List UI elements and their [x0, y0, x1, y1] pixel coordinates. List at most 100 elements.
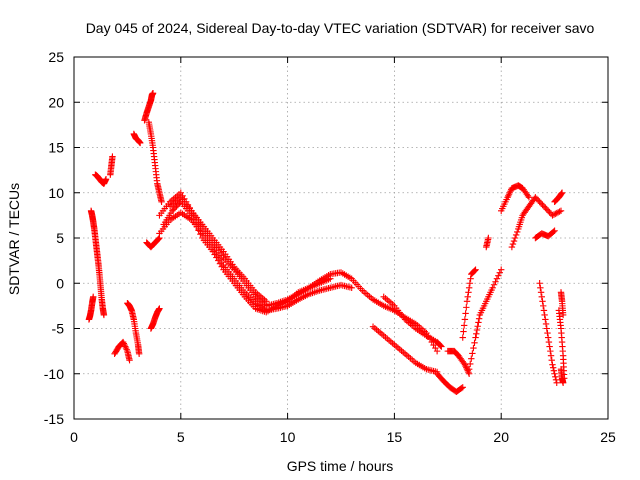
- data-point: [539, 201, 546, 209]
- grid-lines: [74, 57, 608, 419]
- data-point: [540, 302, 547, 310]
- series-track-k: [147, 305, 163, 332]
- data-point: [462, 310, 469, 317]
- data-point: [496, 269, 503, 276]
- x-tick-label: 15: [387, 429, 403, 445]
- data-point: [537, 284, 544, 291]
- data-point: [551, 370, 558, 377]
- data-point: [459, 384, 466, 391]
- data-point: [552, 210, 559, 218]
- axis-ticks: [73, 56, 609, 420]
- data-point: [535, 197, 542, 204]
- data-point: [542, 320, 550, 328]
- data-point: [469, 350, 476, 357]
- data-point: [475, 319, 482, 326]
- data-point: [463, 298, 471, 305]
- data-point: [524, 192, 532, 199]
- data-point: [559, 311, 567, 319]
- data-point: [506, 189, 513, 196]
- data-point: [540, 203, 548, 210]
- data-point: [511, 234, 519, 242]
- data-point: [498, 266, 505, 273]
- data-point: [195, 227, 202, 234]
- data-point: [263, 298, 270, 305]
- series-track-b: [87, 207, 108, 319]
- data-point: [546, 209, 553, 216]
- y-tick-label: -15: [44, 411, 64, 427]
- data-point: [190, 215, 197, 223]
- data-point: [102, 175, 110, 183]
- data-point: [552, 376, 560, 383]
- series-track-main-1: [156, 189, 441, 355]
- data-point: [548, 356, 555, 364]
- data-point: [549, 361, 556, 368]
- data-point: [463, 304, 470, 311]
- data-point: [461, 316, 469, 323]
- data-point: [554, 209, 562, 216]
- data-point: [543, 325, 550, 332]
- y-tick-label: 20: [48, 94, 64, 110]
- data-point: [459, 334, 466, 341]
- series-track-s: [532, 227, 558, 242]
- data-point: [537, 289, 545, 296]
- series-track-d: [107, 153, 116, 178]
- data-point: [470, 267, 478, 275]
- data-point: [551, 227, 558, 234]
- y-tick-label: 25: [48, 49, 64, 65]
- data-point: [546, 343, 553, 350]
- data-point: [512, 231, 520, 239]
- data-point: [120, 340, 128, 347]
- data-point: [556, 208, 563, 215]
- data-point: [472, 266, 479, 273]
- series-track-main-5: [369, 323, 441, 376]
- series-track-i: [145, 118, 165, 205]
- x-tick-label: 25: [600, 429, 616, 445]
- data-point: [543, 206, 550, 213]
- data-point: [169, 207, 176, 215]
- series-track-c: [92, 171, 110, 187]
- data-point: [490, 281, 498, 288]
- data-point: [509, 240, 517, 248]
- data-point: [470, 344, 477, 352]
- data-point: [466, 280, 474, 287]
- data-point: [474, 323, 481, 330]
- data-point: [544, 207, 552, 215]
- data-point: [436, 341, 444, 349]
- data-point: [492, 278, 499, 285]
- y-tick-label: 5: [56, 230, 64, 246]
- data-point: [467, 360, 474, 368]
- data-point: [462, 363, 469, 370]
- x-tick-label: 20: [493, 429, 509, 445]
- data-point: [193, 223, 201, 230]
- data-point: [90, 293, 97, 301]
- data-point: [473, 330, 480, 337]
- series-track-m: [444, 347, 473, 377]
- data-point: [550, 211, 558, 218]
- data-point: [438, 343, 445, 350]
- data-point: [544, 329, 551, 337]
- data-point: [467, 275, 474, 282]
- data-point: [538, 293, 545, 301]
- data-point: [327, 275, 334, 282]
- data-point: [507, 188, 514, 195]
- data-marks: [85, 90, 568, 396]
- data-point: [100, 311, 108, 319]
- data-point: [544, 334, 552, 341]
- data-point: [137, 139, 144, 147]
- data-point: [464, 367, 471, 374]
- data-point: [468, 355, 475, 362]
- data-point: [549, 212, 556, 219]
- data-point: [158, 198, 165, 205]
- data-point: [545, 338, 553, 346]
- series-track-o: [465, 266, 505, 373]
- data-point: [465, 366, 473, 373]
- data-point: [553, 379, 560, 386]
- y-tick-label: 15: [48, 140, 64, 156]
- data-point: [550, 228, 557, 235]
- data-point: [504, 194, 511, 201]
- data-point: [135, 350, 143, 358]
- series-track-u: [536, 280, 560, 386]
- data-point: [465, 284, 473, 291]
- data-point: [154, 236, 162, 243]
- data-point: [473, 326, 481, 334]
